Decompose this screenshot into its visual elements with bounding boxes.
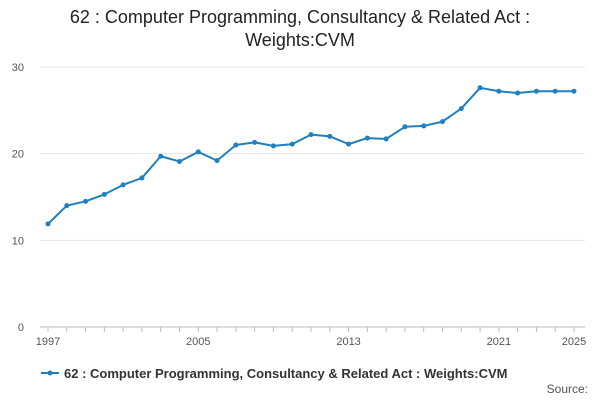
data-point[interactable] (120, 182, 126, 188)
data-point[interactable] (346, 141, 352, 147)
data-point[interactable] (177, 158, 182, 164)
y-tick-label: 10 (12, 235, 24, 247)
data-point[interactable] (289, 141, 295, 147)
data-point[interactable] (440, 119, 445, 125)
chart-title: 62 : Computer Programming, Consultancy &… (0, 6, 600, 52)
data-point[interactable] (158, 153, 164, 159)
data-point[interactable] (552, 88, 558, 94)
data-point[interactable] (477, 85, 483, 91)
legend-swatch-icon (41, 370, 59, 376)
legend-label[interactable]: 62 : Computer Programming, Consultancy &… (64, 365, 508, 381)
x-tick-label: 1997 (36, 336, 60, 348)
x-tick-label: 2005 (186, 336, 210, 348)
data-point[interactable] (252, 139, 258, 145)
data-point[interactable] (496, 88, 502, 94)
y-tick-label: 0 (18, 322, 24, 334)
x-tick-label: 2025 (562, 336, 586, 348)
data-point[interactable] (364, 135, 370, 141)
data-point[interactable] (64, 203, 70, 209)
x-tick-label: 2021 (487, 336, 511, 348)
x-tick-label: 2013 (336, 336, 360, 348)
data-point[interactable] (533, 88, 539, 94)
chart-title-line-2: Weights:CVM (245, 30, 355, 50)
data-point[interactable] (515, 90, 521, 96)
data-point[interactable] (101, 191, 107, 197)
data-point[interactable] (83, 198, 89, 204)
data-point[interactable] (195, 149, 201, 155)
data-point[interactable] (383, 136, 389, 142)
y-tick-label: 30 (12, 62, 24, 74)
chart-legend: 62 : Computer Programming, Consultancy &… (40, 364, 508, 382)
data-point[interactable] (45, 221, 51, 227)
chart-title-line-1: 62 : Computer Programming, Consultancy &… (69, 7, 531, 27)
data-point[interactable] (233, 142, 239, 148)
series-line (47, 86, 574, 225)
data-point[interactable] (402, 124, 408, 130)
data-point[interactable] (308, 132, 314, 138)
data-point[interactable] (458, 106, 464, 112)
data-point[interactable] (327, 133, 333, 139)
data-point[interactable] (571, 88, 577, 94)
data-point[interactable] (270, 143, 276, 149)
y-tick-label: 20 (12, 149, 24, 161)
data-point[interactable] (214, 158, 220, 164)
data-point[interactable] (421, 123, 427, 129)
source-label: Source: (546, 382, 588, 396)
data-point[interactable] (139, 175, 145, 181)
